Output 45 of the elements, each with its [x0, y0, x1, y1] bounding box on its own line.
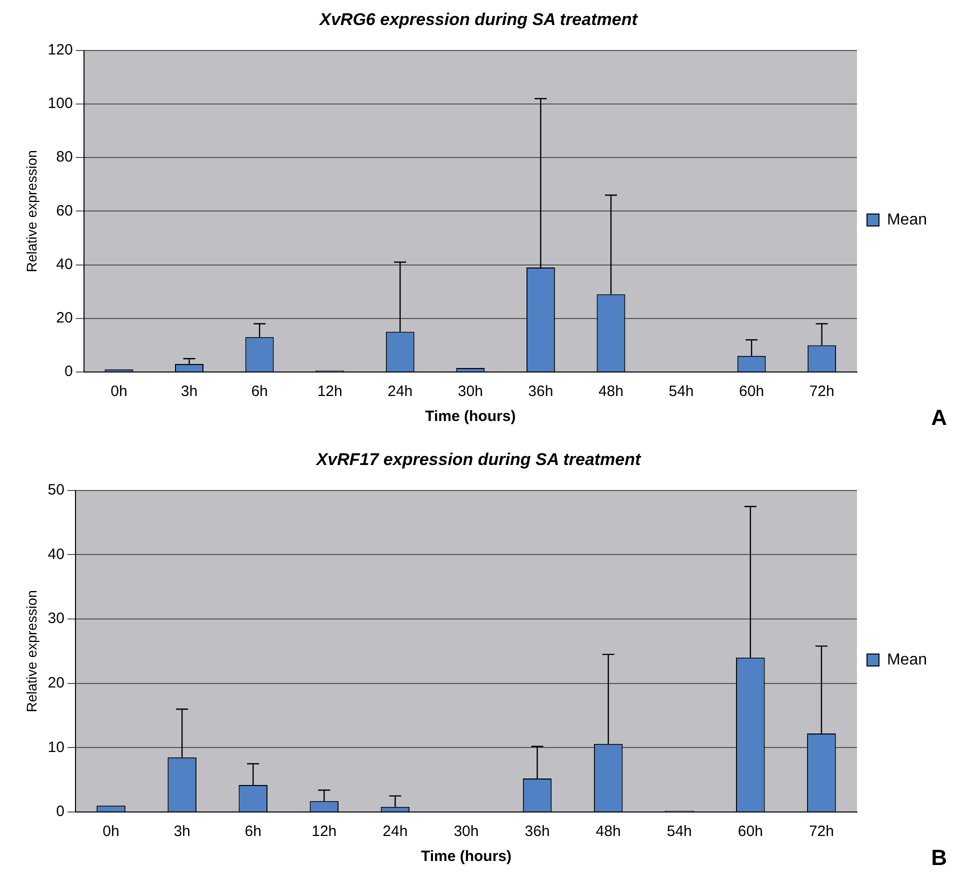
x-tick-label: 24h: [388, 383, 413, 400]
x-tick-label: 60h: [738, 823, 763, 840]
y-tick-label: 20: [48, 674, 64, 692]
x-tick-label: 0h: [102, 823, 120, 840]
x-tick-label: 48h: [596, 823, 621, 840]
chart-title: XvRG6 expression during SA treatment: [318, 10, 639, 29]
legend-label: Mean: [886, 651, 928, 668]
legend-label: Mean: [886, 211, 928, 228]
y-tick-label: 60: [56, 202, 73, 220]
x-tick-label: 60h: [739, 383, 764, 400]
x-tick-label: 72h: [809, 383, 834, 400]
x-tick-label: 12h: [317, 383, 342, 400]
x-tick-label: 36h: [528, 383, 554, 400]
y-tick-label: 10: [48, 738, 64, 756]
y-axis-title: Relative expression: [23, 590, 40, 712]
y-tick-label: 40: [48, 546, 64, 563]
x-tick-label: 72h: [808, 823, 834, 840]
y-tick-label: 80: [56, 148, 73, 166]
y-tick-label: 0: [56, 803, 64, 820]
x-axis-title: Time (hours): [425, 408, 516, 426]
x-tick-label: 24h: [382, 823, 408, 840]
y-tick-label: 50: [48, 482, 64, 499]
y-tick-label: 40: [56, 256, 73, 273]
x-tick-label: 0h: [110, 383, 128, 400]
x-tick-label: 3h: [180, 383, 198, 400]
y-tick-label: 100: [48, 95, 73, 112]
x-tick-label: 3h: [174, 823, 190, 840]
text: B: [931, 845, 947, 870]
y-tick-label: 120: [48, 42, 73, 59]
x-tick-label: 30h: [454, 823, 479, 840]
x-axis-title: Time (hours): [420, 848, 512, 866]
x-tick-label: 30h: [458, 383, 483, 400]
x-tick-label: 48h: [598, 383, 624, 400]
x-tick-label: 36h: [524, 823, 550, 840]
y-axis-title: Relative expression: [23, 150, 40, 272]
y-tick-label: 30: [48, 610, 64, 628]
y-tick-label: 0: [64, 363, 73, 380]
chart-title: XvRF17 expression during SA treatment: [315, 450, 642, 469]
x-tick-label: 6h: [251, 383, 268, 400]
x-tick-label: 54h: [668, 383, 694, 400]
x-tick-label: 6h: [244, 823, 262, 840]
x-tick-label: 54h: [666, 823, 692, 840]
text: A: [931, 405, 948, 430]
x-tick-label: 12h: [312, 823, 337, 840]
y-tick-label: 20: [56, 310, 73, 327]
